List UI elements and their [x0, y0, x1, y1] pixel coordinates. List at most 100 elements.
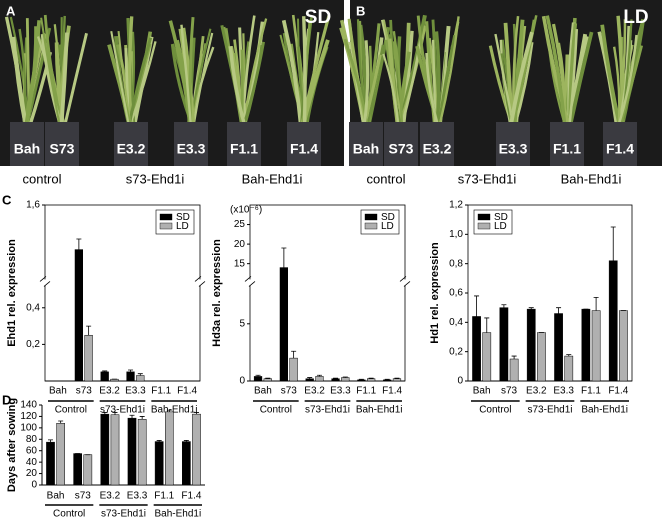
- leaf: [127, 41, 157, 129]
- leaf: [228, 46, 247, 129]
- error-bar: [48, 439, 54, 443]
- pot: [603, 122, 637, 166]
- bar: [84, 334, 93, 382]
- bar: [499, 307, 509, 382]
- leaf: [382, 53, 400, 129]
- bar: [554, 313, 563, 382]
- group-label: Control: [55, 405, 87, 416]
- group-label: Control: [260, 405, 292, 416]
- y-tick-label: 0: [457, 376, 463, 387]
- pot: [45, 122, 79, 166]
- error-bar: [86, 325, 92, 336]
- legend-label: SD: [494, 212, 508, 223]
- group-label: Bah-Ehd1i: [356, 405, 403, 416]
- leaf: [110, 31, 131, 129]
- x-tick-label: s73: [75, 491, 92, 502]
- y-tick-label: 25: [234, 219, 246, 230]
- legend-label: LD: [176, 221, 189, 232]
- legend-swatch: [477, 213, 491, 221]
- plant-label: E3.2: [423, 141, 452, 157]
- error-bar: [76, 238, 82, 250]
- legend-label: SD: [176, 212, 190, 223]
- group-label: s73-Ehd1i: [305, 405, 350, 416]
- leaf: [302, 16, 307, 129]
- x-tick-label: F1.4: [382, 386, 402, 397]
- error-bar: [484, 317, 490, 333]
- y-tick-label: 20: [26, 468, 38, 479]
- y-tick-label: 100: [20, 422, 37, 433]
- y-tick-label: 0: [31, 480, 37, 491]
- leaf: [616, 34, 638, 129]
- group-label: s73-Ehd1i: [527, 405, 572, 416]
- pot: [227, 122, 261, 166]
- y-tick-label: 120: [20, 411, 37, 422]
- pot: [384, 122, 418, 166]
- plant-label: F1.1: [230, 141, 258, 157]
- legend-label: LD: [381, 221, 394, 232]
- error-bar: [384, 378, 390, 380]
- legend-label: SD: [381, 212, 395, 223]
- leaf: [508, 31, 534, 129]
- bar: [253, 376, 263, 382]
- group-label: s73-Ehd1i: [458, 171, 517, 186]
- x-tick-label: E3.2: [99, 386, 120, 397]
- x-tick-label: Bah: [47, 491, 65, 502]
- plant-label: E3.2: [117, 141, 146, 157]
- bar: [192, 413, 201, 486]
- bar: [509, 358, 519, 382]
- bar: [608, 260, 618, 382]
- pot: [496, 122, 530, 166]
- error-bar: [112, 412, 118, 415]
- legend-swatch: [159, 222, 173, 230]
- bar: [154, 441, 164, 486]
- y-tick-label: 0,2: [449, 346, 463, 357]
- x-tick-label: Bah: [473, 386, 491, 397]
- bar: [581, 308, 591, 382]
- error-bar: [193, 412, 199, 415]
- axis-break-gap: [401, 279, 409, 286]
- bar: [100, 413, 110, 486]
- panel-letter: B: [356, 3, 365, 18]
- plant-label: E3.3: [499, 141, 528, 157]
- leaf: [59, 32, 69, 129]
- bar: [126, 371, 135, 382]
- error-bar: [139, 416, 145, 420]
- group-label: Bah-Ehd1i: [581, 405, 628, 416]
- leaf: [281, 19, 303, 129]
- bar: [357, 379, 366, 382]
- group-label: s73-Ehd1i: [126, 171, 185, 186]
- bar: [73, 453, 82, 486]
- axis-break: [194, 276, 206, 287]
- leaf: [568, 28, 579, 129]
- bar: [182, 441, 191, 486]
- group-label: Bah-Ehd1i: [154, 509, 201, 520]
- bar: [472, 316, 481, 382]
- plant-label: F1.4: [290, 141, 318, 157]
- pot: [174, 122, 208, 166]
- error-bar: [556, 307, 562, 314]
- error-bar: [528, 307, 534, 310]
- x-tick-label: F1.1: [356, 386, 376, 397]
- x-tick-label: s73: [281, 386, 298, 397]
- bar: [383, 379, 392, 382]
- plant-label: Bah: [353, 141, 379, 157]
- leaf: [545, 15, 567, 129]
- x-tick-label: F1.4: [608, 386, 628, 397]
- bar: [619, 310, 628, 382]
- leaf: [541, 15, 572, 129]
- error-bar: [394, 377, 400, 379]
- plant-label: E3.3: [177, 141, 206, 157]
- error-bar: [368, 377, 374, 379]
- bar: [331, 378, 340, 382]
- plants: [339, 14, 646, 166]
- leaf: [366, 44, 384, 129]
- y-tick-label: 60: [26, 445, 38, 456]
- bar: [305, 378, 314, 382]
- leaf: [512, 19, 525, 129]
- plant-label: Bah: [14, 141, 40, 157]
- panel-letter: C: [2, 192, 12, 207]
- error-bar: [474, 295, 480, 317]
- error-bar: [129, 414, 135, 419]
- axis-break-gap: [246, 279, 254, 286]
- error-bar: [102, 370, 108, 372]
